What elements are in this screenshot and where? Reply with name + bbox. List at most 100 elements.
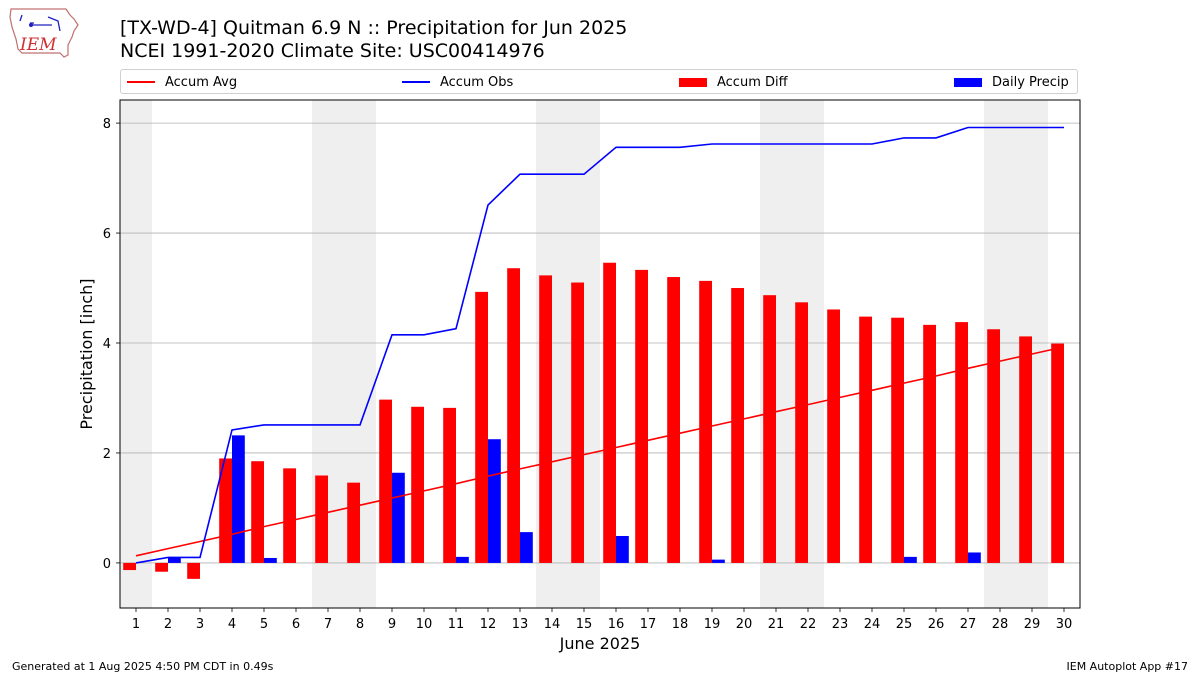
- accum-diff-bar: [155, 562, 168, 572]
- x-tick-label: 19: [704, 617, 721, 632]
- legend-item-accum-diff: Accum Diff: [679, 74, 788, 90]
- legend-label: Daily Precip: [992, 74, 1069, 90]
- x-tick-label: 9: [388, 617, 396, 632]
- x-tick-label: 16: [608, 617, 625, 632]
- x-tick-label: 14: [544, 617, 561, 632]
- legend-swatch-red-line: [127, 81, 155, 83]
- x-tick-label: 4: [228, 617, 236, 632]
- legend-label: Accum Diff: [717, 74, 788, 90]
- x-tick-label: 23: [832, 617, 849, 632]
- accum-diff-bar: [507, 268, 520, 563]
- legend-swatch-red-box: [679, 77, 707, 87]
- daily-precip-bar: [264, 557, 277, 563]
- accum-diff-bar: [827, 309, 840, 563]
- x-tick-label: 26: [928, 617, 945, 632]
- y-axis-label: Precipitation [inch]: [77, 278, 96, 429]
- accum-diff-bar: [539, 275, 552, 563]
- accum-obs-line: [135, 126, 1064, 564]
- accum-diff-bar: [411, 406, 424, 563]
- legend-item-daily-precip: Daily Precip: [954, 74, 1069, 90]
- accum-diff-bar: [123, 562, 136, 571]
- daily-precip-bar: [456, 556, 469, 563]
- x-tick-label: 15: [576, 617, 593, 632]
- y-tick-label: 6: [103, 227, 111, 242]
- daily-precip-bar: [712, 559, 725, 563]
- chart-subtitle: NCEI 1991-2020 Climate Site: USC00414976: [120, 40, 545, 62]
- x-tick-label: 13: [512, 617, 529, 632]
- weekend-band: [120, 100, 152, 608]
- legend-label: Accum Obs: [440, 74, 514, 90]
- accum-diff-bar: [859, 316, 872, 563]
- x-tick-label: 30: [1056, 617, 1073, 632]
- x-tick-label: 22: [800, 617, 817, 632]
- accum-diff-bar: [475, 291, 488, 563]
- iem-logo: IEM: [8, 5, 80, 60]
- accum-diff-bar: [571, 282, 584, 563]
- x-tick-label: 29: [1024, 617, 1041, 632]
- x-tick-label: 11: [448, 617, 465, 632]
- accum-diff-bar: [891, 317, 904, 563]
- x-tick-label: 10: [416, 617, 433, 632]
- x-tick-label: 17: [640, 617, 657, 632]
- x-tick-label: 24: [864, 617, 881, 632]
- logo-text: IEM: [19, 35, 57, 55]
- daily-precip-bar: [232, 435, 245, 563]
- x-tick-label: 12: [480, 617, 497, 632]
- accum-diff-bar: [699, 280, 712, 563]
- daily-precip-bar: [968, 552, 981, 563]
- daily-precip-bar: [488, 439, 501, 563]
- accum-diff-bar: [347, 482, 360, 563]
- accum-diff-bar: [987, 329, 1000, 563]
- app-footer: IEM Autoplot App #17: [1066, 660, 1189, 673]
- chart-title: [TX-WD-4] Quitman 6.9 N :: Precipitation…: [120, 17, 628, 39]
- x-tick-label: 18: [672, 617, 689, 632]
- x-tick-label: 5: [260, 617, 268, 632]
- daily-precip-bar: [904, 556, 917, 563]
- accum-diff-bar: [315, 475, 328, 563]
- accum-diff-bar: [763, 295, 776, 563]
- x-tick-label: 28: [992, 617, 1009, 632]
- y-tick-label: 4: [103, 337, 111, 352]
- accum-diff-bar: [955, 322, 968, 563]
- plot-frame: [119, 99, 1081, 609]
- x-tick-label: 25: [896, 617, 913, 632]
- legend-label: Accum Avg: [165, 74, 238, 90]
- iowa-outline-icon: [9, 8, 79, 58]
- daily-precip-bar: [392, 472, 405, 563]
- x-tick-label: 20: [736, 617, 753, 632]
- daily-precip-bar: [168, 557, 181, 563]
- accum-diff-bar: [251, 461, 264, 563]
- accum-diff-bar: [1019, 336, 1032, 563]
- legend-item-accum-avg: Accum Avg: [127, 74, 237, 90]
- accum-diff-bar: [923, 324, 936, 563]
- accum-diff-bar: [635, 269, 648, 563]
- x-axis-label: June 2025: [559, 634, 641, 653]
- accum-diff-bar: [1051, 343, 1064, 563]
- x-tick-label: 21: [768, 617, 785, 632]
- x-tick-label: 3: [196, 617, 204, 632]
- legend-item-accum-obs: Accum Obs: [402, 74, 513, 90]
- x-tick-label: 7: [324, 617, 332, 632]
- x-tick-label: 8: [356, 617, 364, 632]
- accum-diff-bar: [795, 302, 808, 563]
- daily-precip-bar: [520, 532, 533, 563]
- accum-diff-bar: [283, 468, 296, 563]
- accum-diff-bar: [187, 562, 200, 579]
- y-tick-label: 2: [103, 447, 111, 462]
- y-tick-label: 0: [103, 557, 111, 572]
- legend-swatch-blue-box: [954, 77, 982, 87]
- accum-avg-line: [135, 346, 1065, 557]
- generated-footer: Generated at 1 Aug 2025 4:50 PM CDT in 0…: [12, 660, 274, 673]
- accum-diff-bar: [603, 262, 616, 563]
- accum-diff-bar: [379, 399, 392, 563]
- accum-diff-bar: [731, 288, 744, 563]
- x-tick-label: 6: [292, 617, 300, 632]
- y-tick-label: 8: [103, 117, 111, 132]
- x-tick-label: 2: [164, 617, 172, 632]
- accum-diff-bar: [667, 277, 680, 563]
- x-tick-label: 27: [960, 617, 977, 632]
- legend-swatch-blue-line: [402, 81, 430, 83]
- x-tick-label: 1: [132, 617, 140, 632]
- daily-precip-bar: [616, 535, 629, 563]
